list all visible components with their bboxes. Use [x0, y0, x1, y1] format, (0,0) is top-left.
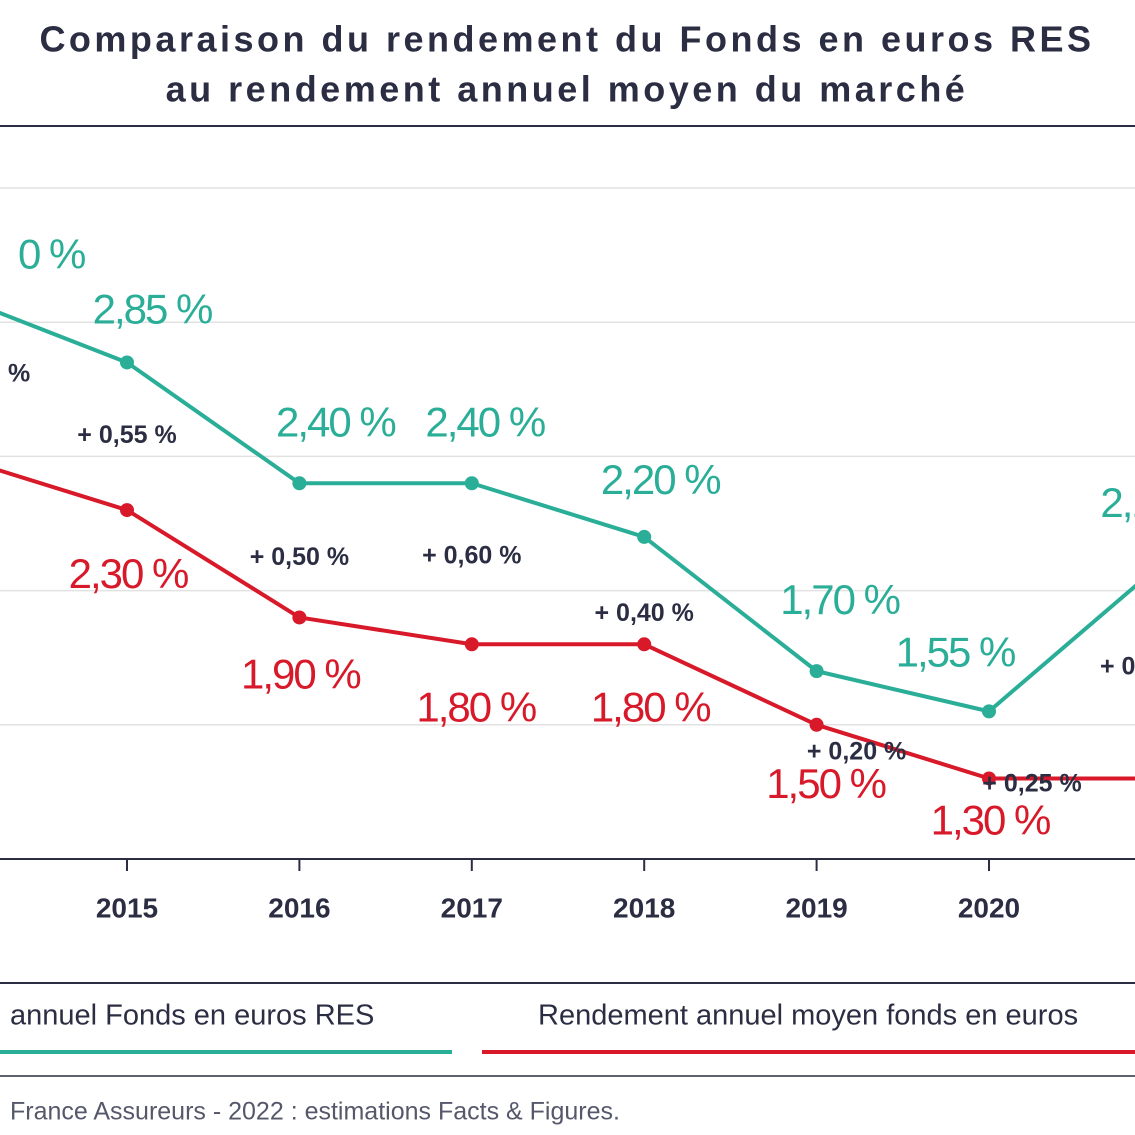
legend-label: Rendement annuel moyen fonds en euros	[538, 1000, 1078, 1032]
data-label: 1,90 %	[241, 651, 360, 698]
data-point	[637, 529, 652, 544]
data-point	[809, 717, 824, 732]
difference-label: + 0,25 %	[982, 770, 1081, 798]
data-label: 1,30 %	[931, 797, 1050, 844]
data-point	[982, 771, 996, 786]
chart-title: Comparaison du rendement du Fonds en eur…	[39, 19, 1094, 60]
difference-label: + 0,60 %	[422, 541, 521, 569]
difference-label: + 0,40 %	[595, 599, 694, 627]
data-point	[809, 664, 824, 679]
data-point	[120, 503, 134, 518]
data-point	[464, 637, 479, 652]
x-tick-label: 2019	[785, 892, 847, 923]
data-label: 0 %	[18, 230, 85, 277]
data-point	[120, 355, 134, 370]
chart-title: au rendement annuel moyen du marché	[166, 69, 969, 110]
series-line	[0, 310, 1135, 714]
legend-label: annuel Fonds en euros RES	[10, 1000, 374, 1032]
data-label: 2,40 %	[276, 398, 395, 445]
data-label: 2,40 %	[425, 398, 544, 445]
difference-label: + 0	[1100, 653, 1135, 681]
x-tick-label: 2017	[441, 892, 503, 923]
data-label: 1,80 %	[591, 683, 710, 730]
data-label: 1,55 %	[896, 628, 1015, 675]
data-point	[292, 610, 307, 625]
data-label: 1,70 %	[780, 576, 899, 623]
data-point	[292, 476, 307, 491]
data-label: 2,10	[1100, 479, 1135, 526]
source: France Assureurs - 2022 : estimations Fa…	[10, 1098, 620, 1126]
data-label: 2,30 %	[69, 550, 188, 597]
difference-label: + 0,55 %	[77, 421, 176, 449]
difference-label: + 0,50 %	[250, 543, 349, 571]
data-label: 2,85 %	[93, 286, 212, 333]
data-point	[464, 476, 479, 491]
data-point	[637, 637, 652, 652]
difference-label: %	[8, 360, 30, 388]
x-tick-label: 2015	[96, 892, 158, 923]
series-line	[0, 468, 1135, 781]
x-tick-label: 2016	[268, 892, 330, 923]
data-label: 1,50 %	[766, 760, 885, 807]
x-tick-label: 2020	[958, 892, 1020, 923]
data-label: 1,80 %	[416, 683, 535, 730]
difference-label: + 0,20 %	[807, 738, 906, 766]
data-point	[982, 704, 996, 719]
x-tick-label: 2018	[613, 892, 675, 923]
data-label: 2,20 %	[601, 456, 720, 503]
